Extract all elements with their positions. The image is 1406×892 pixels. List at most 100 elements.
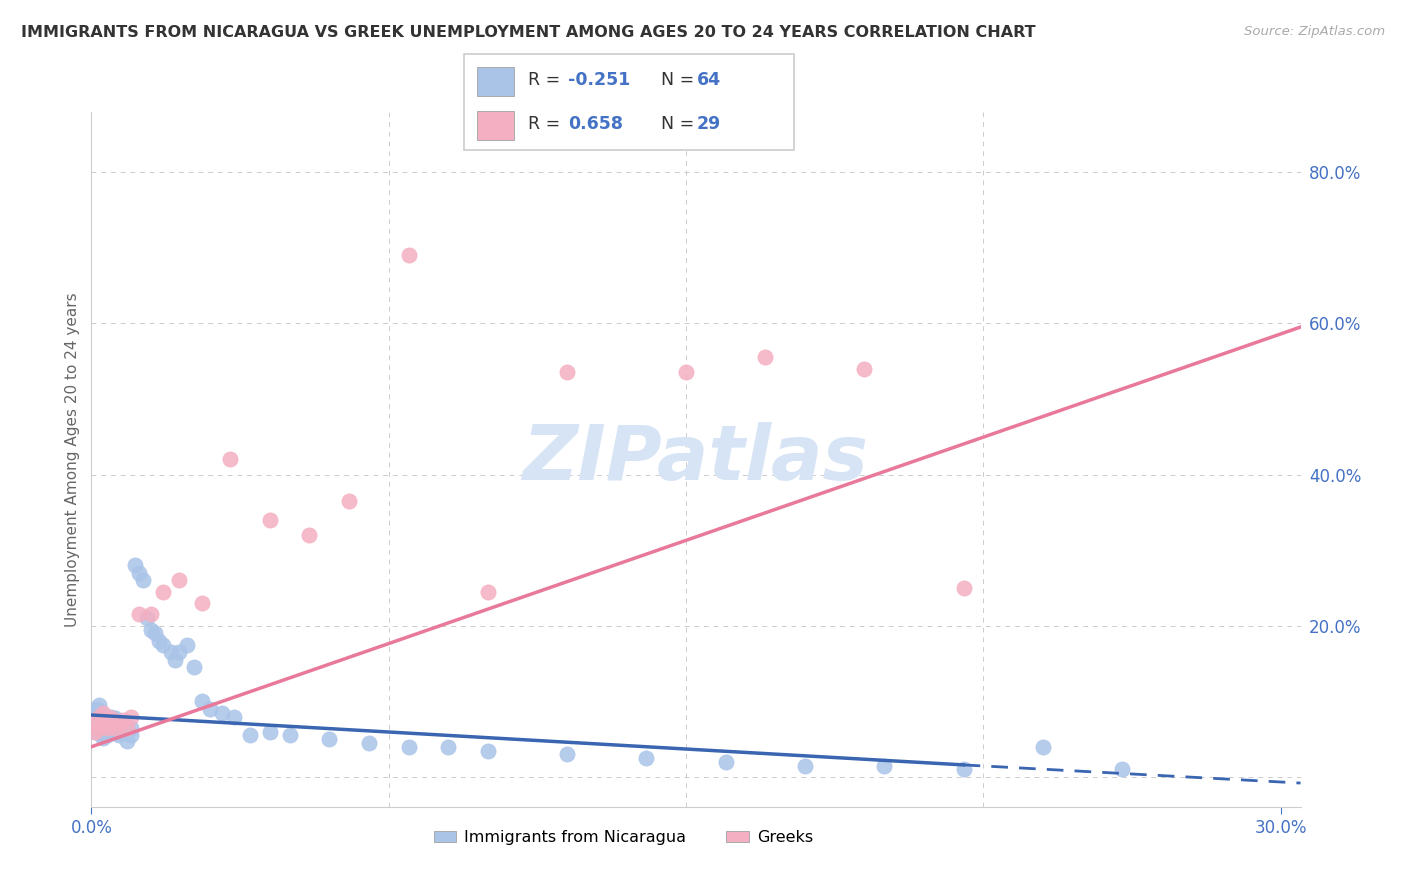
Point [152,584,174,599]
Point [794,758,817,772]
Point [84,706,107,720]
Point [104,711,127,725]
Point [754,351,776,365]
Point [555,747,578,762]
Text: Source: ZipAtlas.com: Source: ZipAtlas.com [1244,25,1385,38]
Text: N =: N = [661,115,699,133]
Point [89,721,111,735]
Text: -0.251: -0.251 [568,70,630,88]
Point [675,366,697,380]
Point [167,645,190,659]
Point [239,728,262,742]
Point [200,702,222,716]
Point [89,709,111,723]
Point [108,728,131,742]
Point [298,528,321,542]
Point [84,702,107,716]
Point [139,607,162,622]
Point [91,723,114,738]
Point [89,698,111,713]
Point [357,736,380,750]
Point [952,581,974,595]
Point [398,248,420,262]
Point [100,724,122,739]
Text: R =: R = [529,115,567,133]
Point [104,718,127,732]
Point [853,361,876,376]
Text: N =: N = [661,70,699,88]
Point [139,623,162,637]
Point [148,633,170,648]
Point [135,611,157,625]
Point [555,366,578,380]
Point [219,452,242,467]
Point [224,709,246,723]
Point [108,721,131,735]
Point [96,721,118,735]
Point [84,724,107,739]
FancyBboxPatch shape [464,54,794,150]
Point [128,607,150,622]
Point [120,709,142,723]
Point [398,739,420,754]
Point [952,763,974,777]
Point [91,706,114,720]
Bar [477,112,513,140]
Point [100,711,122,725]
Point [176,638,198,652]
Point [91,708,114,723]
Point [1111,763,1133,777]
Point [337,494,360,508]
Point [84,714,107,728]
Point [437,739,460,754]
Point [115,718,138,732]
Point [278,728,301,742]
Point [873,758,896,772]
Point [84,721,107,735]
Text: 64: 64 [697,70,721,88]
Point [132,574,155,588]
Point [84,714,107,728]
Y-axis label: Unemployment Among Ages 20 to 24 years: Unemployment Among Ages 20 to 24 years [65,292,80,627]
Point [191,694,214,708]
Point [163,653,186,667]
Point [84,724,107,739]
Point [100,709,122,723]
Point [89,718,111,732]
Point [115,733,138,747]
Point [259,724,281,739]
Point [104,721,127,735]
Text: ZIPatlas: ZIPatlas [523,423,869,496]
Point [108,717,131,731]
Text: 29: 29 [697,115,721,133]
Point [91,717,114,731]
Point [152,638,174,652]
Point [96,714,118,728]
Point [104,726,127,740]
Point [318,732,340,747]
Point [91,715,114,730]
Point [120,721,142,735]
Point [191,596,214,610]
Point [167,574,190,588]
Point [159,645,181,659]
Point [259,513,281,527]
Point [96,728,118,742]
Point [124,558,146,573]
Point [120,728,142,742]
Point [183,660,205,674]
Point [128,566,150,580]
Bar [477,67,513,96]
Point [112,714,135,728]
Point [143,626,166,640]
Point [211,706,233,720]
Point [477,584,499,599]
Text: IMMIGRANTS FROM NICARAGUA VS GREEK UNEMPLOYMENT AMONG AGES 20 TO 24 YEARS CORREL: IMMIGRANTS FROM NICARAGUA VS GREEK UNEMP… [21,25,1036,40]
Point [115,721,138,735]
Point [89,726,111,740]
Text: R =: R = [529,70,567,88]
Point [112,723,135,738]
Point [89,711,111,725]
Point [714,755,737,769]
Text: 0.658: 0.658 [568,115,623,133]
